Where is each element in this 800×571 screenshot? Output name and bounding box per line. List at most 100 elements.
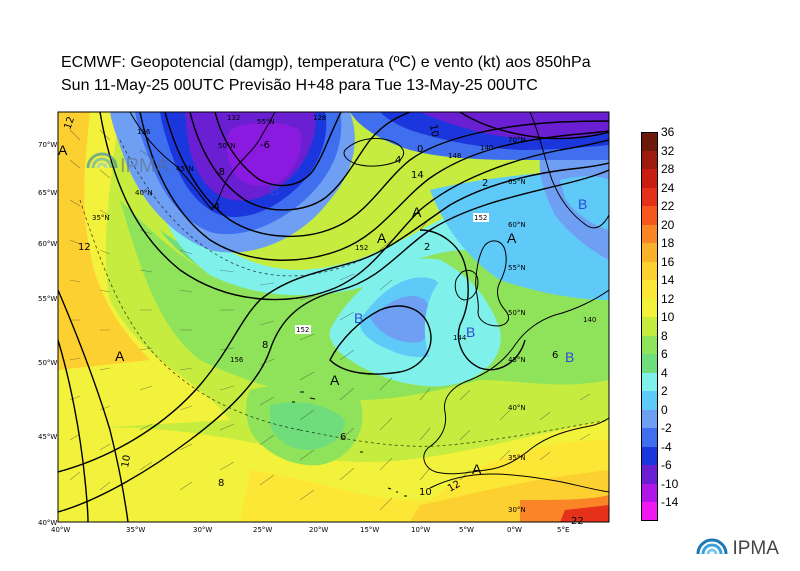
high-pressure-marker: A <box>472 461 482 477</box>
wind-barbs <box>69 129 591 511</box>
colorbar-label: 36 <box>661 125 675 139</box>
colorbar-label: -4 <box>661 439 672 454</box>
geopotential-contours <box>58 112 609 522</box>
colorbar-swatch <box>641 132 658 151</box>
lon-label: 35°W <box>126 526 145 534</box>
colorbar-label: 18 <box>661 236 675 250</box>
colorbar-swatch <box>641 169 658 188</box>
isotherm-label: 2 <box>482 178 488 189</box>
inner-grid-label: 35°N <box>508 454 526 462</box>
lon-label: 5°E <box>557 526 569 534</box>
ipma-watermark-logo: IPMA <box>86 152 170 177</box>
colorbar-label: 12 <box>661 291 675 306</box>
lon-label: 40°W <box>51 526 70 534</box>
colorbar-swatch <box>641 206 658 225</box>
colorbar-label: 16 <box>661 254 675 269</box>
colorbar-swatch <box>641 354 658 373</box>
colorbar-swatch <box>641 409 658 428</box>
isotherm-label: 10 <box>419 487 432 498</box>
low-pressure-marker: B <box>354 310 363 326</box>
colorbar-label: 4 <box>661 365 668 380</box>
isotherm-label: 12 <box>78 242 91 253</box>
ipma-logo-text: IPMA <box>732 538 779 559</box>
chart-title-line-2: Sun 11-May-25 00UTC Previsão H+48 para T… <box>61 77 538 94</box>
lon-label: 10°W <box>411 526 430 534</box>
contour-value-labels: 152 152 156 144 136 128 132 140 148 152 … <box>137 114 596 364</box>
high-pressure-marker: A <box>377 230 387 246</box>
inner-grid-label: 60°N <box>508 221 526 229</box>
inner-grid-label: 45°N <box>508 356 526 364</box>
inner-grid-label: 40°N <box>508 404 526 412</box>
colorbar-label: -6 <box>661 458 672 472</box>
lon-label: 0°W <box>507 526 522 534</box>
colorbar-swatch <box>641 150 658 169</box>
isotherm-label: 6 <box>552 350 558 361</box>
pressure-centers: B B B B B A A A A A A A <box>58 142 587 477</box>
colorbar-label: 20 <box>661 217 675 232</box>
colorbar-label: -10 <box>661 476 679 491</box>
isotherm-label: 6 <box>340 432 346 443</box>
inner-grid-label: 70°N <box>508 136 526 144</box>
high-pressure-marker: A <box>412 204 422 220</box>
isotherm-label: 0 <box>417 144 423 155</box>
colorbar-swatch <box>641 261 658 280</box>
lat-label: 60°W <box>38 240 57 248</box>
isotherm-label: -6 <box>260 140 270 151</box>
temperature-field <box>58 112 609 522</box>
isotherm-label: 10 <box>120 454 133 468</box>
isotherm-label: -4 <box>210 202 220 213</box>
colorbar-label: 10 <box>661 310 675 324</box>
high-pressure-marker: A <box>58 142 68 158</box>
lat-label: 65°W <box>38 189 57 197</box>
low-pressure-marker: B <box>466 324 475 340</box>
colorbar-swatch <box>641 502 658 521</box>
contour-label: 132 <box>227 114 240 122</box>
colorbar-label: 0 <box>661 402 668 417</box>
contour-label: 140 <box>583 316 596 324</box>
lon-label: 25°W <box>253 526 272 534</box>
low-pressure-marker: B <box>270 182 279 198</box>
isotherm-label: 4 <box>395 155 401 166</box>
contour-label: 152 <box>296 326 309 334</box>
colorbar-swatch <box>641 243 658 262</box>
lon-label: 15°W <box>360 526 379 534</box>
lat-label: 70°W <box>38 141 57 149</box>
high-pressure-marker: A <box>330 372 340 388</box>
lat-label: 50°W <box>38 359 57 367</box>
colorbar-swatch <box>641 465 658 484</box>
colorbar-swatch <box>641 391 658 410</box>
inner-grid-label: 30°N <box>508 506 526 514</box>
inner-grid-label: 50°N <box>218 142 236 150</box>
inner-grid-label: 40°N <box>135 189 153 197</box>
high-pressure-marker: A <box>507 230 517 246</box>
colorbar-label: 6 <box>661 347 668 361</box>
isotherm-label: 8 <box>218 478 224 489</box>
isotherm-label: 10 <box>427 124 440 138</box>
colorbar-swatch <box>641 280 658 299</box>
graticule-labels: 55°N 50°N 45°N 40°N 35°N 70°N 65°N 60°N … <box>92 118 526 514</box>
contour-label: 128 <box>313 114 326 122</box>
colorbar-swatch <box>641 483 658 502</box>
colorbar-swatch <box>641 317 658 336</box>
colorbar-label: 14 <box>661 273 675 287</box>
inner-grid-label: 35°N <box>92 214 110 222</box>
watermark-text: IPMA <box>120 155 170 177</box>
inner-grid-label: 45°N <box>176 165 194 173</box>
colorbar-label: 24 <box>661 180 675 195</box>
inner-grid-label: 55°N <box>508 264 526 272</box>
inner-grid-label: 55°N <box>257 118 275 126</box>
colorbar-swatch <box>641 335 658 354</box>
low-pressure-marker: B <box>578 196 587 212</box>
colorbar-swatch <box>641 224 658 243</box>
low-pressure-marker: B <box>565 349 574 365</box>
colorbar-label: 32 <box>661 143 675 158</box>
isotherm-label: -8 <box>215 167 225 178</box>
isotherm-value-labels: 12 12 10 10 8 8 6 6 4 2 2 0 -4 -6 -8 10 … <box>62 115 583 527</box>
chart-title-line-1: ECMWF: Geopotencial (damgp), temperatura… <box>61 54 591 71</box>
isotherm-label: 2 <box>424 242 430 253</box>
contour-label: 144 <box>453 334 467 342</box>
colorbar-label: -2 <box>661 421 672 435</box>
isotherm-label: 14 <box>411 170 424 181</box>
colorbar-swatch <box>641 298 658 317</box>
